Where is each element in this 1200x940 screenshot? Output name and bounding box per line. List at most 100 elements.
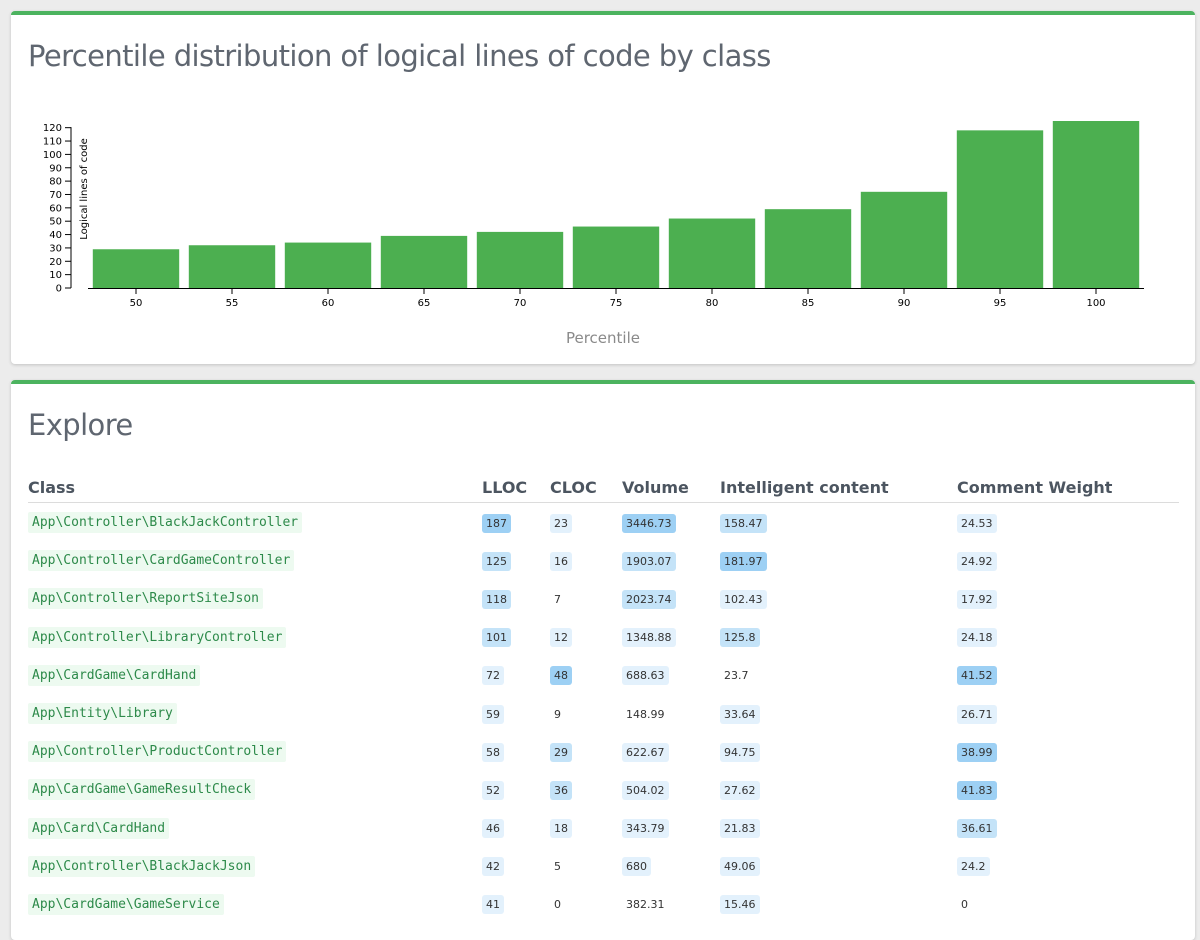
cell-volume: 382.31 — [622, 885, 720, 923]
lloc-percentile-bar-chart: 0 10 20 30 40 50 60 70 80 90 100 110 120 50 55 60 65 70 7… — [43, 121, 1144, 347]
bar-percentile-100[interactable] — [1052, 121, 1140, 288]
column-header-cloc[interactable]: CLOC — [550, 472, 622, 503]
y-tick-label: 50 — [49, 217, 62, 228]
cell-intelligent-content: 181.97 — [720, 541, 957, 579]
class-name[interactable]: App\Controller\CardGameController — [28, 550, 295, 572]
class-name[interactable]: App\CardGame\GameResultCheck — [28, 779, 256, 801]
bar-percentile-80[interactable] — [668, 218, 756, 288]
bar-percentile-95[interactable] — [956, 130, 1044, 288]
cell-comment-weight: 24.18 — [957, 618, 1179, 656]
cell-comment-weight: 26.71 — [957, 694, 1179, 732]
bar-percentile-50[interactable] — [92, 249, 180, 288]
y-tick-label: 60 — [49, 203, 62, 214]
column-header-comment-weight[interactable]: Comment Weight — [957, 472, 1179, 503]
cloc-value: 29 — [550, 742, 572, 762]
intelligent-content-value: 49.06 — [720, 857, 760, 877]
cloc-value: 7 — [554, 592, 561, 606]
column-header-volume[interactable]: Volume — [622, 472, 720, 503]
explore-table: Class LLOC CLOC Volume Intelligent conte… — [28, 472, 1179, 923]
y-tick-label: 70 — [49, 190, 62, 201]
bar-percentile-55[interactable] — [188, 245, 276, 288]
x-tick-label: 80 — [706, 298, 719, 309]
class-name[interactable]: App\Entity\Library — [28, 703, 177, 725]
x-tick-label: 100 — [1086, 298, 1105, 309]
lloc-value: 72 — [482, 666, 504, 686]
x-tick-label: 65 — [418, 298, 431, 309]
bar-percentile-60[interactable] — [284, 242, 372, 288]
cell-intelligent-content: 102.43 — [720, 579, 957, 617]
bar-percentile-70[interactable] — [476, 231, 564, 288]
comment-weight-value: 24.2 — [957, 857, 990, 877]
cell-cloc: 12 — [550, 618, 622, 656]
cell-intelligent-content: 158.47 — [720, 503, 957, 542]
table-row: App\Card\CardHand 46 18 343.79 21.83 36.61 — [28, 809, 1179, 847]
cell-cloc: 7 — [550, 579, 622, 617]
explore-title: Explore — [28, 408, 133, 442]
x-tick-label: 95 — [994, 298, 1007, 309]
y-tick-label: 90 — [49, 163, 62, 174]
column-header-lloc[interactable]: LLOC — [482, 472, 550, 503]
volume-value: 622.67 — [622, 742, 669, 762]
class-name[interactable]: App\Controller\ProductController — [28, 741, 287, 763]
comment-weight-value: 0 — [961, 898, 968, 912]
cell-cloc: 16 — [550, 541, 622, 579]
chart-card-title: Percentile distribution of logical lines… — [28, 39, 771, 73]
class-name[interactable]: App\Card\CardHand — [28, 817, 170, 839]
y-tick-label: 80 — [49, 177, 62, 188]
volume-value: 1903.07 — [622, 551, 676, 571]
y-tick-label: 110 — [43, 137, 62, 148]
cell-lloc: 101 — [482, 618, 550, 656]
y-tick-label: 20 — [49, 257, 62, 268]
comment-weight-value: 17.92 — [957, 589, 997, 609]
intelligent-content-value: 181.97 — [720, 551, 767, 571]
chart-card: Percentile distribution of logical lines… — [11, 11, 1195, 364]
class-name[interactable]: App\CardGame\CardHand — [28, 664, 201, 686]
intelligent-content-value: 27.62 — [720, 780, 760, 800]
class-name[interactable]: App\Controller\BlackJackController — [28, 512, 303, 534]
cell-comment-weight: 36.61 — [957, 809, 1179, 847]
x-tick-label: 70 — [514, 298, 527, 309]
cell-cloc: 18 — [550, 809, 622, 847]
class-name[interactable]: App\Controller\BlackJackJson — [28, 855, 256, 877]
column-header-class[interactable]: Class — [28, 472, 482, 503]
cell-class: App\CardGame\GameResultCheck — [28, 770, 482, 808]
y-tick-label: 40 — [49, 230, 62, 241]
volume-value: 688.63 — [622, 666, 669, 686]
cell-volume: 504.02 — [622, 770, 720, 808]
class-name[interactable]: App\CardGame\GameService — [28, 893, 224, 915]
bar-percentile-65[interactable] — [380, 235, 468, 288]
bar-percentile-85[interactable] — [764, 209, 852, 288]
column-header-intelligent-content[interactable]: Intelligent content — [720, 472, 957, 503]
class-name[interactable]: App\Controller\LibraryController — [28, 626, 287, 648]
table-row: App\Controller\BlackJackJson 42 5 680 49.06 2… — [28, 847, 1179, 885]
table-row: App\Controller\ProductController 58 29 622.… — [28, 732, 1179, 770]
cell-comment-weight: 41.83 — [957, 770, 1179, 808]
cloc-value: 18 — [550, 819, 572, 839]
cell-comment-weight: 0 — [957, 885, 1179, 923]
cell-volume: 343.79 — [622, 809, 720, 847]
bar-percentile-90[interactable] — [860, 191, 948, 288]
cloc-value: 23 — [550, 513, 572, 533]
cell-intelligent-content: 94.75 — [720, 732, 957, 770]
cell-intelligent-content: 49.06 — [720, 847, 957, 885]
bar-percentile-75[interactable] — [572, 226, 660, 288]
cell-cloc: 36 — [550, 770, 622, 808]
volume-value: 680 — [622, 857, 651, 877]
comment-weight-value: 26.71 — [957, 704, 997, 724]
class-name[interactable]: App\Controller\ReportSiteJson — [28, 588, 263, 610]
table-row: App\Controller\BlackJackController 187 23 3… — [28, 503, 1179, 542]
cell-intelligent-content: 27.62 — [720, 770, 957, 808]
cell-intelligent-content: 23.7 — [720, 656, 957, 694]
cell-lloc: 59 — [482, 694, 550, 732]
cell-class: App\Controller\BlackJackJson — [28, 847, 482, 885]
table-header-row: Class LLOC CLOC Volume Intelligent conte… — [28, 472, 1179, 503]
cell-comment-weight: 38.99 — [957, 732, 1179, 770]
intelligent-content-value: 33.64 — [720, 704, 760, 724]
y-tick-label: 30 — [49, 243, 62, 254]
comment-weight-value: 24.18 — [957, 628, 997, 648]
cell-volume: 2023.74 — [622, 579, 720, 617]
y-tick-label: 100 — [43, 150, 62, 161]
cell-volume: 688.63 — [622, 656, 720, 694]
cell-class: App\Controller\BlackJackController — [28, 503, 482, 542]
cell-lloc: 42 — [482, 847, 550, 885]
